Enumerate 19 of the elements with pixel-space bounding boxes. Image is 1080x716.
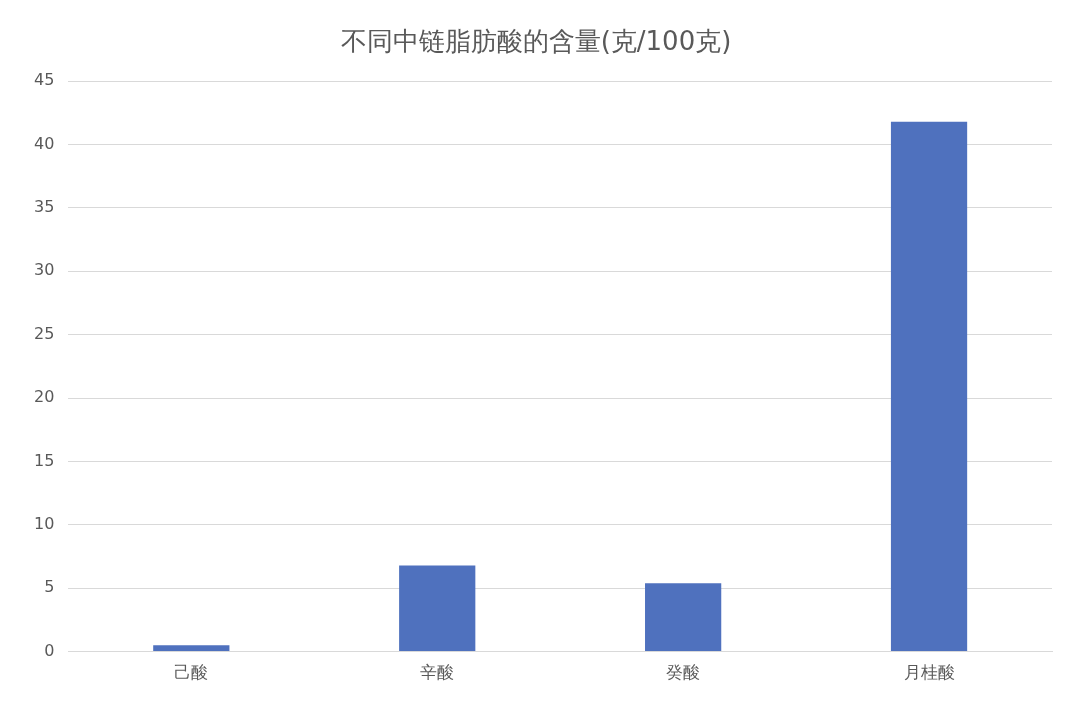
y-tick-label: 25 [34, 323, 55, 343]
x-tick-label: 月桂酸 [903, 662, 955, 683]
x-tick-label: 己酸 [174, 662, 209, 683]
y-tick-label: 10 [34, 514, 55, 533]
y-tick-label: 45 [34, 70, 55, 90]
x-tick-label: 辛酸 [420, 662, 455, 683]
y-tick-label: 35 [34, 197, 55, 217]
x-tick-label: 癸酸 [666, 662, 701, 683]
y-tick-label: 15 [34, 450, 55, 470]
chart-title: 不同中链脂肪酸的含量(克/100克) [340, 26, 732, 57]
y-tick-label: 40 [34, 133, 55, 153]
y-tick-label: 30 [34, 260, 55, 280]
bar [153, 645, 230, 652]
bar [645, 583, 722, 652]
bar [399, 565, 476, 652]
y-tick-label: 0 [44, 640, 55, 660]
bar [890, 121, 968, 652]
y-tick-label: 20 [34, 387, 55, 407]
y-tick-label: 5 [44, 577, 55, 597]
